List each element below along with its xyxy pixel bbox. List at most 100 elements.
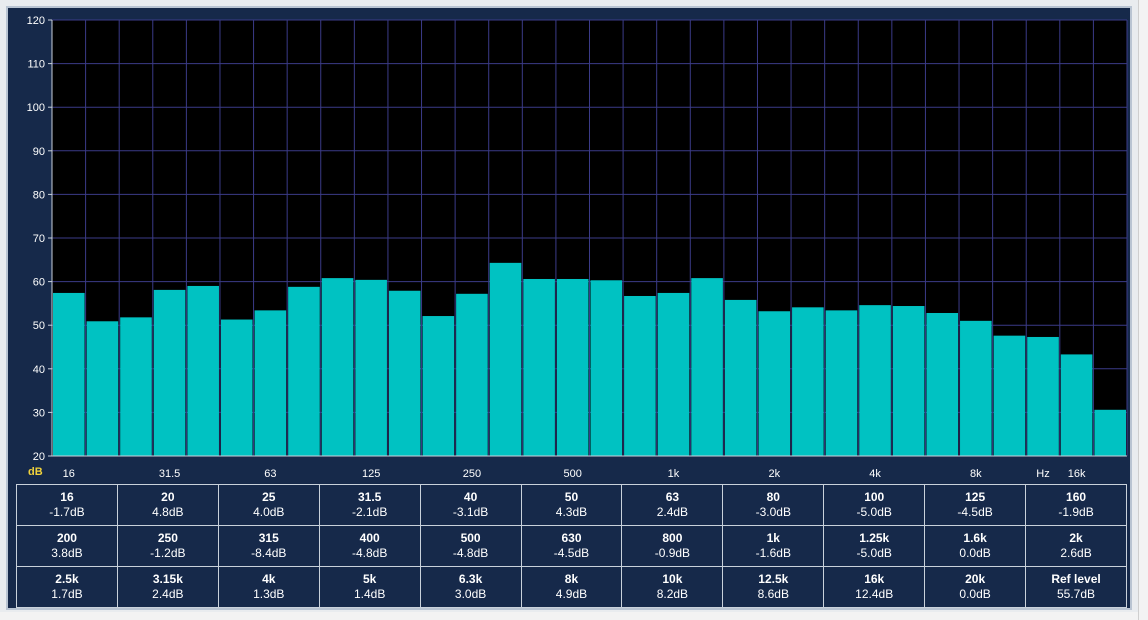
band-name: 8k <box>564 572 579 586</box>
band-value: -8.4dB <box>251 546 287 560</box>
band-cell: 8k 4.9dB <box>520 566 623 608</box>
band-value: 2.6dB <box>1060 546 1092 560</box>
x-tick-label: 8k <box>970 468 982 480</box>
band-name: 800 <box>662 531 683 545</box>
band-name: 1k <box>766 531 780 545</box>
band-name: 4k <box>262 572 276 586</box>
y-tick-label: 30 <box>33 407 45 419</box>
bar <box>321 278 354 456</box>
bar <box>288 286 320 456</box>
band-value: 1.3dB <box>253 587 285 601</box>
y-tick-label: 50 <box>33 320 45 332</box>
band-value: 8.6dB <box>757 587 789 601</box>
band-cell: 20k 0.0dB <box>924 566 1027 608</box>
band-value: 0.0dB <box>959 587 991 601</box>
y-tick-label: 70 <box>33 233 45 245</box>
bar <box>53 292 85 456</box>
band-name: 400 <box>359 531 380 545</box>
y-tick-label: 80 <box>33 189 45 201</box>
band-value: 4.9dB <box>555 587 588 601</box>
band-cell: 31.5 -2.1dB <box>318 484 421 526</box>
band-cell: 160 -1.9dB <box>1025 484 1127 526</box>
band-value: -1.9dB <box>1058 505 1094 519</box>
bar <box>825 310 858 456</box>
y-tick-label: 20 <box>33 451 45 463</box>
band-name: 125 <box>965 490 986 504</box>
band-cell: 100 -5.0dB <box>823 484 926 526</box>
band-value: 0.0dB <box>959 546 991 560</box>
band-value: -4.8dB <box>452 546 489 560</box>
band-name: 160 <box>1066 490 1087 504</box>
band-cell: 1.6k 0.0dB <box>924 525 1027 567</box>
x-tick-label: 63 <box>264 468 276 480</box>
y-axis-unit-label: dB <box>28 466 43 478</box>
bar <box>422 316 455 456</box>
band-name: 630 <box>561 531 582 545</box>
bar <box>523 278 555 456</box>
y-tick-label: 100 <box>27 102 45 114</box>
bar <box>86 321 119 456</box>
band-value: -1.7dB <box>49 505 85 519</box>
band-name: 250 <box>157 531 178 545</box>
band-cell: 1k -1.6dB <box>722 525 825 567</box>
band-value: -0.9dB <box>654 546 691 560</box>
x-tick-label: 500 <box>564 468 582 480</box>
band-cell: 12.5k 8.6dB <box>722 566 825 608</box>
band-name: 2k <box>1069 531 1083 545</box>
band-name: 20 <box>161 490 175 504</box>
bar <box>254 310 287 456</box>
bar <box>1027 336 1059 456</box>
band-name: 16 <box>60 490 74 504</box>
bar <box>792 307 824 456</box>
band-name: 50 <box>564 490 579 504</box>
y-tick-label: 120 <box>27 15 45 27</box>
x-tick-label: 1k <box>668 468 680 480</box>
band-value: 4.8dB <box>152 505 184 519</box>
band-row: 200 3.8dB 250 -1.2dB 315 -8.4dB 400 -4.8dB 500 -4… <box>16 525 1127 567</box>
x-tick-label: 2k <box>768 468 780 480</box>
band-value: -4.8dB <box>351 546 388 560</box>
band-cell: 25 4.0dB <box>217 484 320 526</box>
band-name: 10k <box>662 572 683 586</box>
band-name: 200 <box>56 531 77 545</box>
band-cell: 500 -4.8dB <box>419 525 522 567</box>
band-name: 5k <box>362 572 377 586</box>
band-name: Ref level <box>1051 572 1101 586</box>
band-value: 12.4dB <box>855 587 894 601</box>
x-tick-label: 250 <box>463 468 481 480</box>
band-value: 1.7dB <box>51 587 83 601</box>
band-value: 4.0dB <box>253 505 285 519</box>
band-cell: 800 -0.9dB <box>621 525 724 567</box>
band-value: -1.2dB <box>150 546 186 560</box>
band-value: -4.5dB <box>553 546 590 560</box>
band-name: 500 <box>460 531 481 545</box>
band-cell: 10k 8.2dB <box>621 566 724 608</box>
band-cell: 125 -4.5dB <box>924 484 1027 526</box>
band-cell: 315 -8.4dB <box>217 525 320 567</box>
band-value: -5.0dB <box>856 505 892 519</box>
band-cell: Ref level 55.7dB <box>1025 566 1127 608</box>
band-value: -5.0dB <box>856 546 892 560</box>
band-value: 55.7dB <box>1057 587 1096 601</box>
band-name: 1.6k <box>963 531 987 545</box>
band-cell: 400 -4.8dB <box>318 525 421 567</box>
bar <box>120 317 152 456</box>
bar <box>489 262 522 456</box>
x-tick-label: 31.5 <box>159 468 180 480</box>
band-name: 20k <box>965 572 986 586</box>
bar <box>724 299 757 456</box>
band-cell: 2.5k 1.7dB <box>16 566 118 608</box>
band-cell: 630 -4.5dB <box>520 525 623 567</box>
band-value: -4.5dB <box>957 505 993 519</box>
bar <box>960 320 992 456</box>
bar <box>926 312 959 456</box>
bars <box>53 262 1126 456</box>
x-tick-label: 16k <box>1068 468 1086 480</box>
x-tick-label: 4k <box>869 468 881 480</box>
band-name: 100 <box>864 490 885 504</box>
bar <box>355 279 387 456</box>
bar <box>456 293 488 456</box>
band-value: 2.4dB <box>656 505 689 519</box>
band-cell: 50 4.3dB <box>520 484 623 526</box>
band-value: -3.1dB <box>452 505 489 519</box>
